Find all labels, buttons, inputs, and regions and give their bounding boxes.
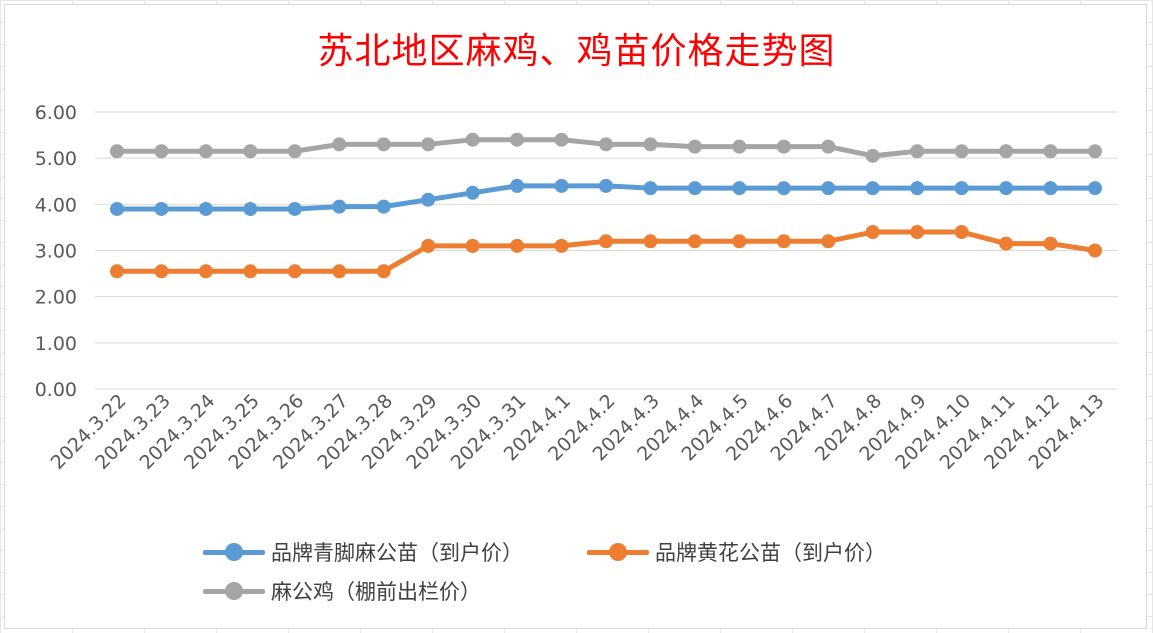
legend-label-orange: 品牌黄花公苗（到户价） [655,541,886,565]
data-point [554,178,569,193]
data-point [776,234,791,249]
y-tick-label: 5.00 [35,148,77,170]
data-point [999,181,1014,196]
legend-marker-gray [203,580,265,602]
data-point [465,238,480,253]
data-point [865,148,880,163]
data-point [287,264,302,279]
data-point [910,181,925,196]
data-point [376,199,391,214]
data-point [1043,181,1058,196]
data-point [687,234,702,249]
data-point [599,137,613,152]
data-point [465,132,480,147]
data-point [999,144,1014,159]
data-point [332,137,347,152]
legend-label-blue: 品牌青脚麻公苗（到户价） [271,541,523,565]
data-point [643,137,658,152]
data-point [954,181,969,196]
y-tick-label: 4.00 [35,194,77,216]
data-point [954,225,969,240]
data-point [910,144,925,159]
y-tick-label: 2.00 [35,287,77,309]
data-point [510,178,525,193]
data-point [421,192,436,207]
y-tick-label: 1.00 [35,333,77,355]
legend-marker-orange [587,541,649,563]
data-point [1088,181,1102,196]
data-point [643,181,658,196]
data-point [198,264,213,279]
data-point [732,139,747,154]
data-point [1043,236,1058,251]
data-point [154,264,169,279]
y-tick-label: 0.00 [35,379,77,401]
legend-item-gray-series: 麻公鸡（棚前出栏价） [203,576,481,606]
data-point [599,178,613,193]
data-point [421,238,436,253]
data-point [732,234,747,249]
data-point [687,181,702,196]
data-point [110,201,124,216]
data-point [865,225,880,240]
data-point [243,264,258,279]
data-point [198,201,213,216]
data-point [243,144,258,159]
data-point [154,144,169,159]
data-point [198,144,213,159]
data-point [776,181,791,196]
data-point [910,225,925,240]
data-point [465,185,480,200]
data-point [332,264,347,279]
data-point [376,137,391,152]
y-tick-label: 3.00 [35,241,77,263]
data-point [687,139,702,154]
data-point [821,234,836,249]
data-point [554,132,569,147]
data-point [999,236,1014,251]
data-point [1088,144,1102,159]
data-point [554,238,569,253]
data-point [110,264,124,279]
data-point [1043,144,1058,159]
data-point [510,132,525,147]
data-point [243,201,258,216]
chart-area [4,4,1147,629]
data-point [821,139,836,154]
data-point [954,144,969,159]
data-point [732,181,747,196]
legend-marker-blue [203,541,265,563]
data-point [110,144,124,159]
data-point [865,181,880,196]
data-point [821,181,836,196]
legend-label-gray: 麻公鸡（棚前出栏价） [271,580,481,604]
legend-item-blue-series: 品牌青脚麻公苗（到户价） [203,537,523,567]
legend-item-orange-series: 品牌黄花公苗（到户价） [587,537,886,567]
data-point [599,234,613,249]
data-point [287,201,302,216]
data-point [332,199,347,214]
data-point [1088,243,1102,258]
data-point [776,139,791,154]
data-point [376,264,391,279]
data-point [510,238,525,253]
data-point [421,137,436,152]
y-tick-label: 6.00 [35,102,77,124]
data-point [287,144,302,159]
data-point [154,201,169,216]
data-point [643,234,658,249]
chart-title: 苏北地区麻鸡、鸡苗价格走势图 [317,31,836,72]
